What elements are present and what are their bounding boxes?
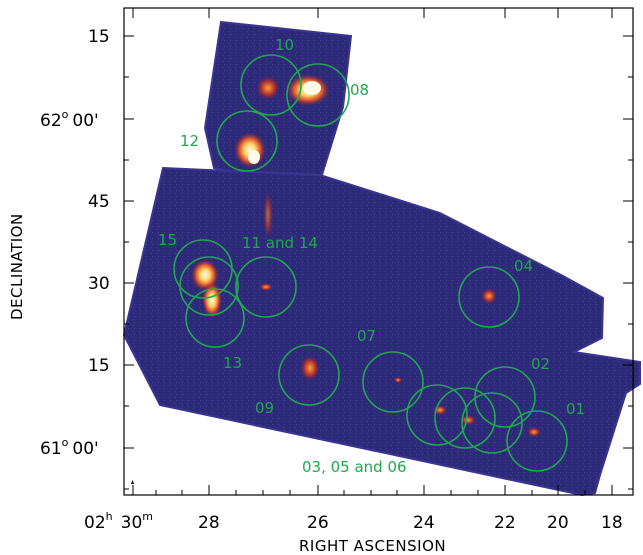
x-tick-label: 26 [307,513,329,533]
circle-region-03 [461,392,523,454]
label-region-08: 08 [350,81,369,99]
label-region-15: 15 [158,231,177,249]
region-circles [173,54,568,472]
emission-features [191,74,541,437]
circle-region-13 [185,288,245,348]
y-tick-label: 15 [88,356,110,376]
x-tick-label: 22 [494,513,516,533]
circle-region-08 [286,63,350,127]
circle-region-10 [240,54,302,116]
label-region-10: 10 [275,36,294,54]
y-tick-labels: 15 62o 00' 45 30 15 61o 00' [40,27,110,459]
label-region-01: 01 [566,400,585,418]
emission-region-04 [481,288,497,304]
y-tick-label-deg: 61o 00' [40,436,99,459]
circle-region-09 [278,344,340,406]
emission-region-12 [234,132,266,168]
y-tick-label: 45 [88,192,110,212]
y-axis-ticks [124,35,633,490]
emission-region-06 [460,415,476,425]
x-tick-label: 18 [601,513,623,533]
circle-region-01 [506,410,568,472]
axes-frame [123,7,634,496]
circle-region-07 [362,351,424,413]
survey-footprint-south [122,166,641,497]
circle-region-05 [406,384,468,446]
x-tick-label: 28 [198,513,220,533]
y-tick-label: 15 [88,27,110,47]
emission-region-09 [300,355,320,381]
emission-region-07 [394,377,402,383]
y-tick-label: 30 [88,274,110,294]
emission-region-12-core [248,150,260,164]
label-region-07: 07 [357,327,376,345]
label-region-09: 09 [255,399,274,417]
circle-region-11-14 [235,256,297,318]
emission-region-08-core [303,81,321,95]
x-tick-labels: 02h 30m 28 26 24 22 20 18 [84,510,623,533]
label-region-03-05-06: 03, 05 and 06 [302,458,407,476]
circle-region-02 [474,366,536,428]
y-axis-title: DECLINATION [8,213,26,320]
label-region-12: 12 [180,132,199,150]
label-region-13: 13 [223,354,242,372]
emission-region-01 [527,427,541,437]
x-tick-label: 20 [547,513,569,533]
x-axis-ticks [132,8,613,495]
x-tick-label-first: 02h 30m [84,510,153,533]
x-tick-label: 24 [413,513,435,533]
circle-region-12 [216,110,278,172]
y-tick-label-deg: 62o 00' [40,108,99,131]
emission-region-10 [256,76,280,100]
label-region-02: 02 [531,355,550,373]
circle-region-15b [179,256,239,316]
circle-region-04 [458,266,520,328]
circle-region-06 [434,387,496,449]
label-region-11-14: 11 and 14 [242,234,318,252]
region-labels: 10 08 12 15 11 and 14 04 07 13 02 09 01 … [158,36,585,476]
emission-filament [263,190,273,240]
label-region-04: 04 [514,257,533,275]
orientation-marker [131,480,134,484]
x-axis-title: RIGHT ASCENSION [299,537,446,555]
emission-region-13 [202,282,222,318]
emission-region-11-14 [259,283,273,291]
